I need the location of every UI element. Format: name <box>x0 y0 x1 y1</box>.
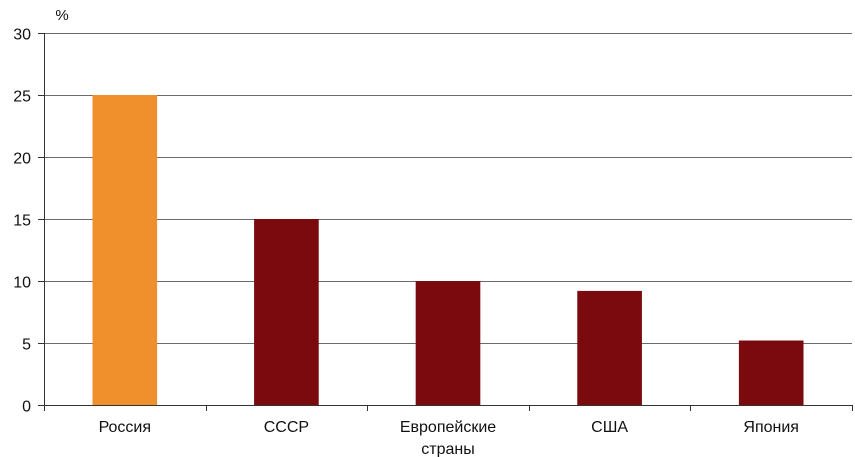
x-category-label: Россия <box>99 419 151 436</box>
bar <box>254 219 319 405</box>
y-tick-label: 25 <box>13 89 31 106</box>
y-tick-label: 0 <box>22 399 31 416</box>
y-tick-label: 15 <box>13 213 31 230</box>
gridlines <box>44 33 852 344</box>
bar <box>415 281 481 405</box>
x-category-label: Япония <box>743 419 799 436</box>
y-tick-label: 10 <box>13 275 31 292</box>
y-axis-unit-label: % <box>55 7 68 24</box>
bar <box>738 340 804 405</box>
x-category-label: США <box>591 419 628 436</box>
x-category-label: СССР <box>264 419 309 436</box>
axes: 0 5 10 15 20 25 30 Россия СССР Европейские страны С… <box>13 27 853 457</box>
x-category-label: Европейские страны <box>400 419 496 457</box>
bars <box>92 95 804 405</box>
y-tick-label: 5 <box>22 337 31 354</box>
y-tick-label: 20 <box>13 151 31 168</box>
y-tick-label: 30 <box>13 27 31 44</box>
bar <box>92 95 158 405</box>
bar <box>577 290 642 405</box>
